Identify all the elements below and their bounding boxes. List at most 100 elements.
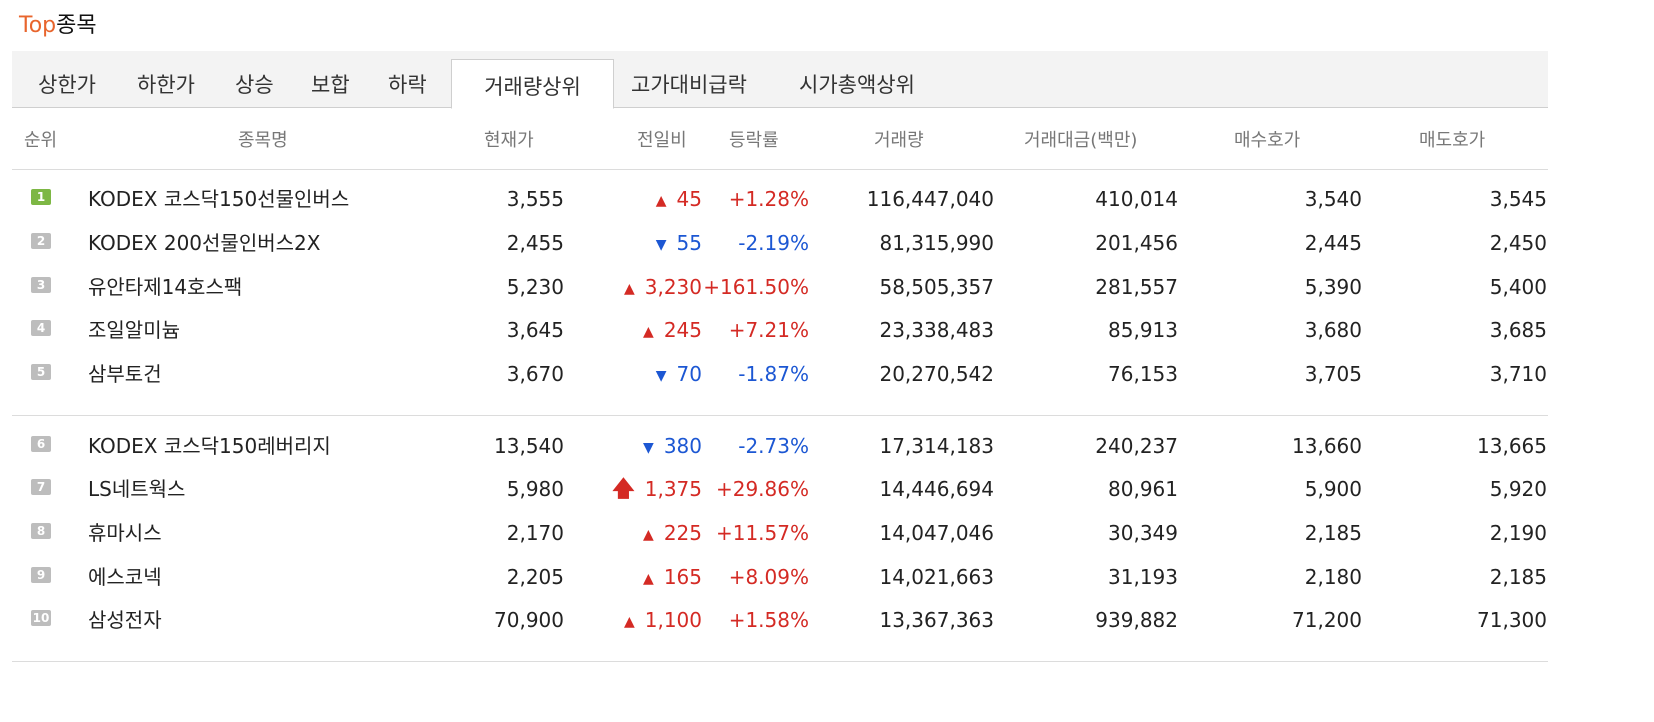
stock-name-link[interactable]: KODEX 코스닥150선물인버스 xyxy=(88,187,350,211)
change-cell: ▲ 245 xyxy=(643,308,702,352)
trade-amount: 240,237 xyxy=(1095,434,1178,458)
trade-volume: 20,270,542 xyxy=(879,362,994,386)
trade-amount: 30,349 xyxy=(1108,521,1178,545)
stock-name-link[interactable]: LS네트웍스 xyxy=(88,477,186,501)
section-title: Top종목 xyxy=(19,12,97,40)
change-cell: ▼ 380 xyxy=(643,424,702,468)
stock-name-link[interactable]: 삼부토건 xyxy=(88,362,162,386)
ask-price: 2,185 xyxy=(1489,565,1547,589)
change-rate: +29.86% xyxy=(715,477,809,501)
tab-bar: 상한가 하한가 상승 보합 하락 거래량상위 고가대비급락 시가총액상위 xyxy=(12,51,1548,109)
tab-lower-limit[interactable]: 하한가 xyxy=(137,73,195,97)
stock-name-link[interactable]: KODEX 코스닥150레버리지 xyxy=(88,434,331,458)
rank-badge: 4 xyxy=(31,320,51,336)
col-ask: 매도호가 xyxy=(1419,130,1486,151)
table-row: 8 휴마시스 2,170 ▲ 225 +11.57% 14,047,046 30,349 2,1… xyxy=(0,511,1654,555)
change-value: 1,100 xyxy=(644,608,702,632)
change-value: 1,375 xyxy=(644,477,702,501)
change-value: 45 xyxy=(676,187,702,211)
table-row: 7 LS네트웍스 5,980 🡅 1,375 +29.86% 14,446,694 80,96… xyxy=(0,467,1654,511)
change-value: 55 xyxy=(676,231,702,255)
ask-price: 71,300 xyxy=(1477,608,1547,632)
change-cell: ▼ 55 xyxy=(656,221,702,265)
rank-badge: 9 xyxy=(31,567,51,583)
tab-rising[interactable]: 상승 xyxy=(235,73,274,97)
change-rate: +8.09% xyxy=(728,565,809,589)
tab-drop-from-high[interactable]: 고가대비급락 xyxy=(631,73,747,97)
ask-price: 3,710 xyxy=(1489,362,1547,386)
stock-name-link[interactable]: 휴마시스 xyxy=(88,521,162,545)
bid-price: 2,445 xyxy=(1304,231,1362,255)
current-price: 5,980 xyxy=(506,477,564,501)
current-price: 2,170 xyxy=(506,521,564,545)
tab-volume-top[interactable]: 거래량상위 xyxy=(451,59,614,109)
up-triangle-icon: ▲ xyxy=(623,281,635,297)
col-bid: 매수호가 xyxy=(1234,130,1301,151)
trade-amount: 201,456 xyxy=(1095,231,1178,255)
table-row: 5 삼부토건 3,670 ▼ 70 -1.87% 20,270,542 76,153 3,705… xyxy=(0,352,1654,396)
stock-name-link[interactable]: 유안타제14호스팩 xyxy=(88,275,243,299)
col-volume: 거래량 xyxy=(874,130,924,151)
change-cell: ▲ 3,230 xyxy=(624,265,702,309)
change-value: 245 xyxy=(663,318,702,342)
tab-upper-limit[interactable]: 상한가 xyxy=(38,73,96,97)
change-value: 165 xyxy=(663,565,702,589)
table-row: 10 삼성전자 70,900 ▲ 1,100 +1.58% 13,367,363 939,88… xyxy=(0,598,1654,642)
change-rate: +1.58% xyxy=(728,608,809,632)
bid-price: 3,705 xyxy=(1304,362,1362,386)
trade-volume: 14,047,046 xyxy=(879,521,994,545)
trade-volume: 14,446,694 xyxy=(879,477,994,501)
current-price: 2,455 xyxy=(506,231,564,255)
col-amount: 거래대금(백만) xyxy=(1024,130,1138,151)
col-rank: 순위 xyxy=(24,130,58,151)
bid-price: 5,390 xyxy=(1304,275,1362,299)
trade-amount: 939,882 xyxy=(1095,608,1178,632)
change-rate: -1.87% xyxy=(738,362,809,386)
current-price: 3,555 xyxy=(506,187,564,211)
change-cell: ▲ 1,100 xyxy=(624,598,702,642)
tab-market-cap-top[interactable]: 시가총액상위 xyxy=(799,73,915,97)
trade-volume: 58,505,357 xyxy=(879,275,994,299)
table-bottom-divider xyxy=(12,661,1548,662)
stock-name-link[interactable]: KODEX 200선물인버스2X xyxy=(88,231,321,255)
trade-amount: 31,193 xyxy=(1108,565,1178,589)
up-triangle-icon: ▲ xyxy=(643,571,654,587)
trade-volume: 116,447,040 xyxy=(866,187,994,211)
col-name: 종목명 xyxy=(238,130,288,151)
bid-price: 3,540 xyxy=(1304,187,1362,211)
bid-price: 2,180 xyxy=(1304,565,1362,589)
change-rate: +1.28% xyxy=(728,187,809,211)
change-cell: ▲ 45 xyxy=(656,177,702,221)
current-price: 2,205 xyxy=(506,565,564,589)
table-row: 2 KODEX 200선물인버스2X 2,455 ▼ 55 -2.19% 81,315,99… xyxy=(0,221,1654,265)
tab-unchanged[interactable]: 보합 xyxy=(311,73,350,97)
trade-amount: 76,153 xyxy=(1108,362,1178,386)
change-cell: ▲ 165 xyxy=(643,555,702,599)
stock-name-link[interactable]: 조일알미늄 xyxy=(88,318,180,342)
trade-amount: 80,961 xyxy=(1108,477,1178,501)
group-divider xyxy=(12,415,1548,416)
table-row: 4 조일알미늄 3,645 ▲ 245 +7.21% 23,338,483 85,913 3,6… xyxy=(0,308,1654,352)
current-price: 13,540 xyxy=(494,434,564,458)
change-value: 225 xyxy=(663,521,702,545)
tab-falling[interactable]: 하락 xyxy=(388,73,427,97)
trade-volume: 17,314,183 xyxy=(879,434,994,458)
stock-name-link[interactable]: 에스코넥 xyxy=(88,565,162,589)
rank-badge: 5 xyxy=(31,364,51,380)
limit-up-arrow-icon: 🡅 xyxy=(612,477,635,502)
ask-price: 3,545 xyxy=(1489,187,1547,211)
up-triangle-icon: ▲ xyxy=(623,614,635,630)
col-change: 전일비 xyxy=(637,130,687,151)
up-triangle-icon: ▲ xyxy=(655,193,667,209)
table-row: 6 KODEX 코스닥150레버리지 13,540 ▼ 380 -2.73% 17,314,… xyxy=(0,424,1654,468)
rank-badge: 2 xyxy=(31,233,51,249)
bid-price: 3,680 xyxy=(1304,318,1362,342)
bid-price: 71,200 xyxy=(1292,608,1362,632)
trade-volume: 81,315,990 xyxy=(879,231,994,255)
title-accent: Top xyxy=(19,13,57,38)
change-rate: +161.50% xyxy=(703,275,809,299)
up-triangle-icon: ▲ xyxy=(643,527,654,543)
bid-price: 13,660 xyxy=(1292,434,1362,458)
change-rate: -2.73% xyxy=(738,434,809,458)
stock-name-link[interactable]: 삼성전자 xyxy=(88,608,162,632)
